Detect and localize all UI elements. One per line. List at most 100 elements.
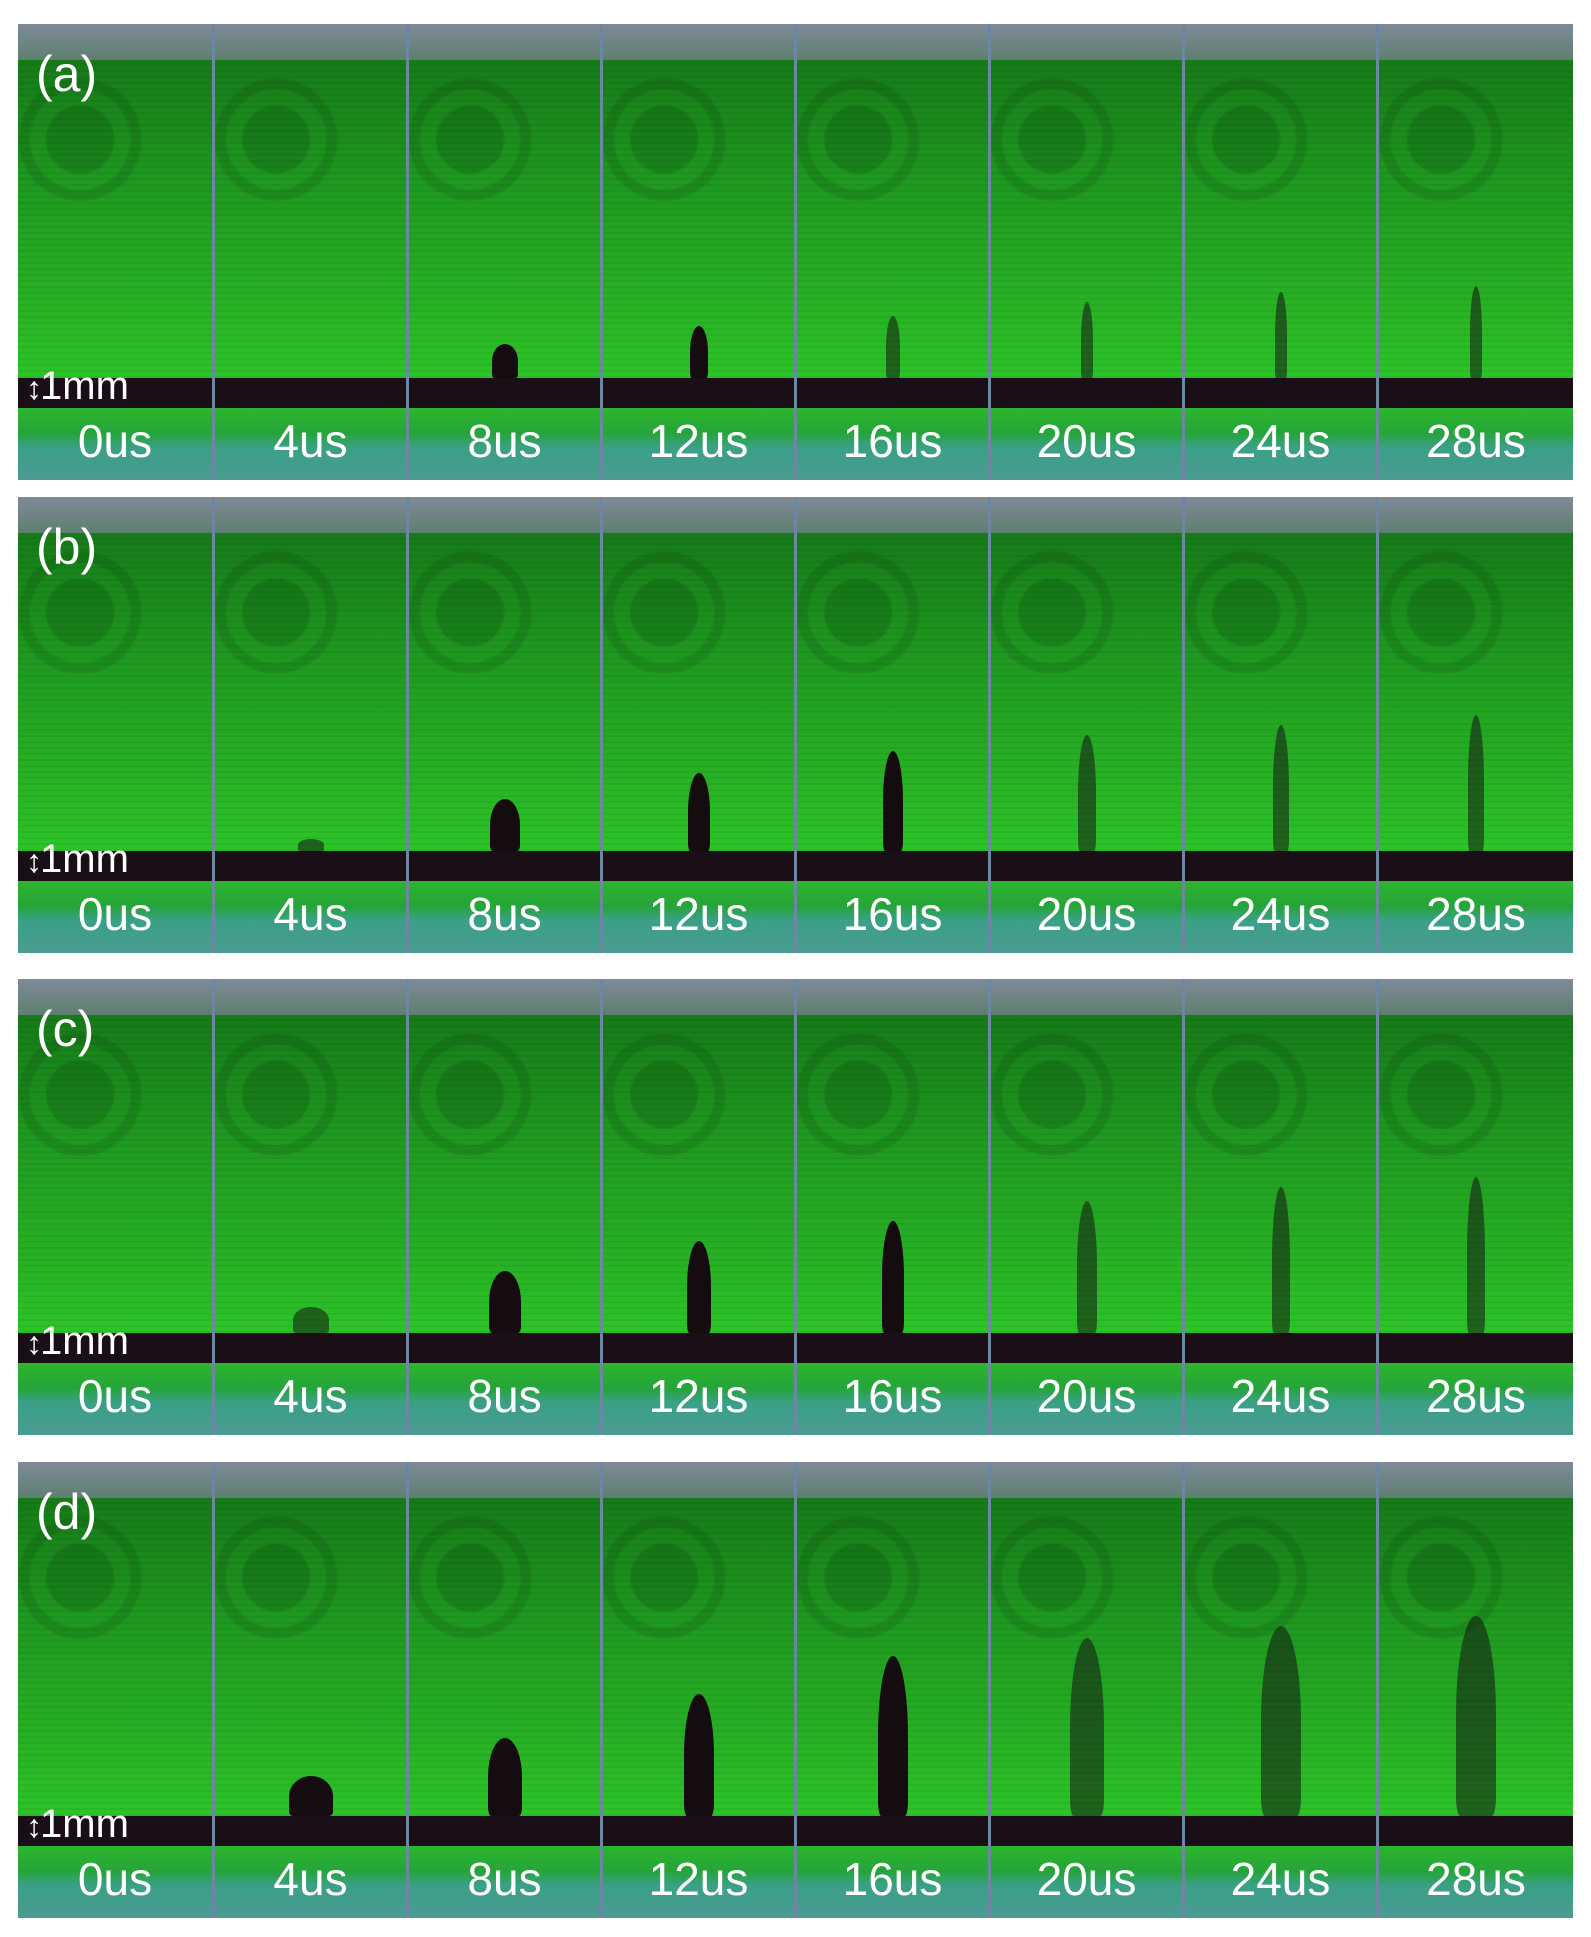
panel-d: 0us 4us 8us 12us 16us 20us 24us 28us (d)… [18, 1462, 1573, 1918]
jet-shape [297, 839, 324, 851]
frame: 8us [406, 979, 600, 1435]
time-label: 20us [1036, 415, 1137, 467]
time-label: 12us [648, 888, 749, 940]
jet-shape [1468, 715, 1484, 851]
panel-label: (a) [36, 46, 98, 102]
time-label: 8us [467, 1853, 542, 1905]
scale-bar: ↕1mm [26, 1319, 129, 1365]
panel-label: (c) [36, 1001, 95, 1057]
frame: 28us [1376, 497, 1573, 953]
jet-shape [488, 1271, 521, 1333]
time-label: 24us [1230, 1370, 1331, 1422]
jet-shape [881, 1221, 904, 1333]
time-label: 4us [273, 1370, 348, 1422]
time-label: 8us [467, 888, 542, 940]
frame: 16us [794, 1462, 988, 1918]
time-label: 0us [77, 415, 153, 467]
scale-bar-label: 1mm [40, 1802, 129, 1846]
jet-shape [689, 326, 708, 378]
frame: 16us [794, 497, 988, 953]
time-label: 4us [273, 1853, 348, 1905]
time-label: 28us [1426, 1853, 1526, 1905]
jet-shape [882, 751, 903, 851]
jet-shape [1271, 1187, 1290, 1333]
time-label: 0us [77, 1370, 153, 1422]
frame: 8us [406, 497, 600, 953]
jet-shape [1470, 286, 1482, 378]
double-arrow-icon: ↕ [26, 1325, 42, 1362]
panel-a: 0us 4us 8us 12us 16us 20us 24us 28us (a)… [18, 24, 1573, 480]
jet-shape [487, 1738, 522, 1816]
scale-bar: ↕1mm [26, 837, 129, 883]
time-label: 8us [467, 415, 542, 467]
scale-bar-label: 1mm [40, 1319, 129, 1363]
frame: 24us [1182, 497, 1376, 953]
frame: 24us [1182, 1462, 1376, 1918]
frame: 20us [988, 24, 1182, 480]
jet-shape [292, 1307, 329, 1333]
frame: 12us [600, 1462, 794, 1918]
panel-label: (d) [36, 1484, 98, 1540]
time-label: 28us [1426, 888, 1526, 940]
jet-shape [1080, 302, 1093, 378]
jet-shape [288, 1776, 333, 1816]
time-label: 8us [467, 1370, 542, 1422]
jet-shape [877, 1656, 908, 1816]
double-arrow-icon: ↕ [26, 370, 42, 407]
frame: 20us [988, 979, 1182, 1435]
frame: 12us [600, 979, 794, 1435]
time-label: 4us [273, 888, 348, 940]
time-label: 12us [648, 1370, 749, 1422]
time-label: 12us [648, 415, 749, 467]
frame: 24us [1182, 979, 1376, 1435]
jet-shape [1260, 1626, 1301, 1816]
frame: 24us [1182, 24, 1376, 480]
jet-shape [885, 316, 900, 378]
frame: 28us [1376, 24, 1573, 480]
scale-bar-label: 1mm [40, 837, 129, 881]
time-label: 12us [648, 1853, 749, 1905]
jet-shape [1272, 725, 1289, 851]
frame: 0us [18, 1462, 212, 1918]
time-label: 16us [842, 1370, 943, 1422]
jet-shape [1467, 1177, 1485, 1333]
scale-bar: ↕1mm [26, 364, 129, 410]
panel-b: 0us 4us 8us 12us 16us 20us 24us 28us (b)… [18, 497, 1573, 953]
frame: 12us [600, 497, 794, 953]
frame: 4us [212, 24, 406, 480]
frame: 20us [988, 1462, 1182, 1918]
time-label: 28us [1426, 415, 1526, 467]
time-label: 24us [1230, 1853, 1331, 1905]
frame: 16us [794, 979, 988, 1435]
jet-shape [686, 1241, 711, 1333]
time-label: 24us [1230, 415, 1331, 467]
panel-label: (b) [36, 519, 98, 575]
time-label: 20us [1036, 1853, 1137, 1905]
frame: 16us [794, 24, 988, 480]
jet-shape [1274, 292, 1287, 378]
time-label: 16us [842, 888, 943, 940]
jet-shape [1076, 1201, 1097, 1333]
double-arrow-icon: ↕ [26, 1808, 42, 1845]
scale-bar-label: 1mm [40, 364, 129, 408]
frame: 4us [212, 979, 406, 1435]
time-label: 20us [1036, 888, 1137, 940]
frame: 28us [1376, 979, 1573, 1435]
frame: 4us [212, 1462, 406, 1918]
jet-shape [489, 799, 520, 851]
time-label: 16us [842, 1853, 943, 1905]
time-label: 16us [842, 415, 943, 467]
jet-shape [683, 1694, 714, 1816]
panel-c: 0us 4us 8us 12us 16us 20us 24us 28us (c)… [18, 979, 1573, 1435]
time-label: 28us [1426, 1370, 1526, 1422]
frame: 20us [988, 497, 1182, 953]
scale-bar: ↕1mm [26, 1802, 129, 1848]
frame: 28us [1376, 1462, 1573, 1918]
frame: 8us [406, 24, 600, 480]
frame: 12us [600, 24, 794, 480]
frame: 8us [406, 1462, 600, 1918]
jet-shape [491, 344, 518, 378]
frame: 4us [212, 497, 406, 953]
frame: 0us [18, 979, 212, 1435]
time-label: 0us [77, 888, 153, 940]
